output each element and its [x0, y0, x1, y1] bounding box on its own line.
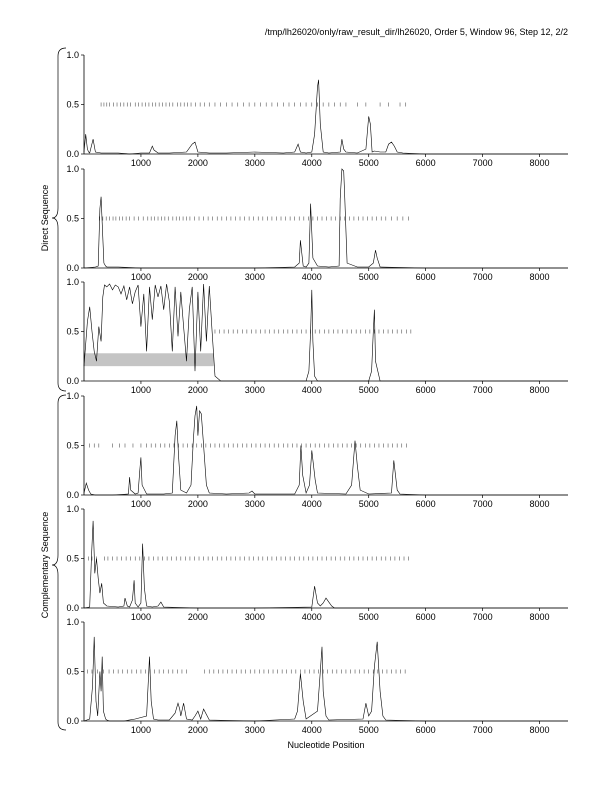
x-tick-label: 7000 — [473, 612, 493, 622]
x-tick-label: 1000 — [131, 158, 151, 168]
x-tick-label: 8000 — [530, 612, 550, 622]
x-tick-label: 6000 — [416, 725, 436, 735]
x-tick-label: 8000 — [530, 385, 550, 395]
y-tick-label: 0.0 — [66, 603, 79, 613]
y-tick-label: 0.0 — [66, 376, 79, 386]
group-label-complementary: Complementary Sequence — [40, 512, 50, 619]
y-tick-label: 0.5 — [66, 667, 79, 677]
y-tick-label: 1.0 — [66, 164, 79, 174]
x-tick-label: 5000 — [359, 385, 379, 395]
y-tick-label: 1.0 — [66, 504, 79, 514]
x-tick-label: 2000 — [188, 725, 208, 735]
x-tick-label: 8000 — [530, 725, 550, 735]
x-tick-label: 6000 — [416, 499, 436, 509]
panels: 0.0 0.5 1.0 1000 2000 3000 4000 5000 6000 7000 800… — [66, 50, 568, 735]
y-tick-label: 1.0 — [66, 277, 79, 287]
panel-6: 0.0 0.5 1.0 1000 2000 3000 4000 5000 6000 7000 800… — [66, 617, 568, 735]
x-tick-label: 7000 — [473, 499, 493, 509]
y-tick-label: 0.0 — [66, 490, 79, 500]
x-tick-label: 5000 — [359, 612, 379, 622]
x-tick-label: 2000 — [188, 158, 208, 168]
series-line — [83, 636, 568, 722]
x-tick-label: 1000 — [131, 725, 151, 735]
y-tick-label: 0.0 — [66, 716, 79, 726]
x-tick-label: 5000 — [359, 272, 379, 282]
panel-4: 0.0 0.5 1.0 1000 2000 3000 4000 5000 6000 7000 800… — [66, 391, 568, 509]
x-tick-label: 2000 — [188, 499, 208, 509]
x-tick-label: 6000 — [416, 158, 436, 168]
group-label-direct: Direct Sequence — [40, 185, 50, 252]
x-tick-label: 7000 — [473, 725, 493, 735]
panel-1: 0.0 0.5 1.0 1000 2000 3000 4000 5000 6000 7000 800… — [66, 50, 568, 168]
panel-5: 0.0 0.5 1.0 1000 2000 3000 4000 5000 6000 7000 800… — [66, 504, 568, 622]
y-tick-label: 0.5 — [66, 100, 79, 110]
y-tick-label: 0.5 — [66, 214, 79, 224]
x-tick-label: 3000 — [245, 272, 265, 282]
x-tick-label: 2000 — [188, 272, 208, 282]
x-tick-label: 1000 — [131, 612, 151, 622]
x-tick-label: 4000 — [302, 612, 322, 622]
x-tick-label: 4000 — [302, 158, 322, 168]
x-tick-label: 2000 — [188, 612, 208, 622]
x-tick-label: 8000 — [530, 272, 550, 282]
x-tick-label: 3000 — [245, 612, 265, 622]
group-bracket-complementary — [51, 394, 67, 731]
y-tick-label: 0.0 — [66, 149, 79, 159]
x-tick-label: 4000 — [302, 725, 322, 735]
y-tick-label: 0.5 — [66, 554, 79, 564]
x-tick-label: 5000 — [359, 725, 379, 735]
shaded-region — [84, 353, 214, 367]
x-tick-label: 3000 — [245, 158, 265, 168]
x-axis-title: Nucleotide Position — [287, 740, 364, 750]
x-tick-label: 1000 — [131, 499, 151, 509]
y-tick-label: 1.0 — [66, 50, 79, 60]
x-tick-label: 7000 — [473, 158, 493, 168]
x-tick-label: 3000 — [245, 725, 265, 735]
x-tick-label: 7000 — [473, 385, 493, 395]
series-line — [83, 520, 568, 609]
x-tick-label: 8000 — [530, 158, 550, 168]
x-tick-label: 8000 — [530, 499, 550, 509]
x-tick-label: 4000 — [302, 385, 322, 395]
x-tick-label: 3000 — [245, 499, 265, 509]
y-tick-label: 1.0 — [66, 617, 79, 627]
x-tick-label: 6000 — [416, 612, 436, 622]
panel-3: 0.0 0.5 1.0 1000 2000 3000 4000 5000 6000 7000 800… — [66, 277, 568, 395]
x-tick-label: 4000 — [302, 499, 322, 509]
y-tick-label: 0.5 — [66, 327, 79, 337]
x-tick-label: 5000 — [359, 499, 379, 509]
series-line — [83, 168, 568, 269]
y-tick-label: 0.0 — [66, 263, 79, 273]
x-tick-label: 1000 — [131, 272, 151, 282]
x-tick-label: 3000 — [245, 385, 265, 395]
x-tick-label: 6000 — [416, 385, 436, 395]
x-tick-label: 5000 — [359, 158, 379, 168]
group-bracket-direct — [51, 47, 67, 392]
x-tick-label: 1000 — [131, 385, 151, 395]
header-title: /tmp/lh26020/only/raw_result_dir/lh26020… — [265, 27, 568, 37]
x-tick-label: 6000 — [416, 272, 436, 282]
y-tick-label: 0.5 — [66, 441, 79, 451]
x-tick-label: 4000 — [302, 272, 322, 282]
x-tick-label: 2000 — [188, 385, 208, 395]
series-line — [83, 79, 568, 155]
series-line — [83, 283, 568, 382]
series-line — [83, 405, 568, 496]
panel-2: 0.0 0.5 1.0 1000 2000 3000 4000 5000 6000 7000 800… — [66, 164, 568, 282]
y-tick-label: 1.0 — [66, 391, 79, 401]
x-tick-label: 7000 — [473, 272, 493, 282]
